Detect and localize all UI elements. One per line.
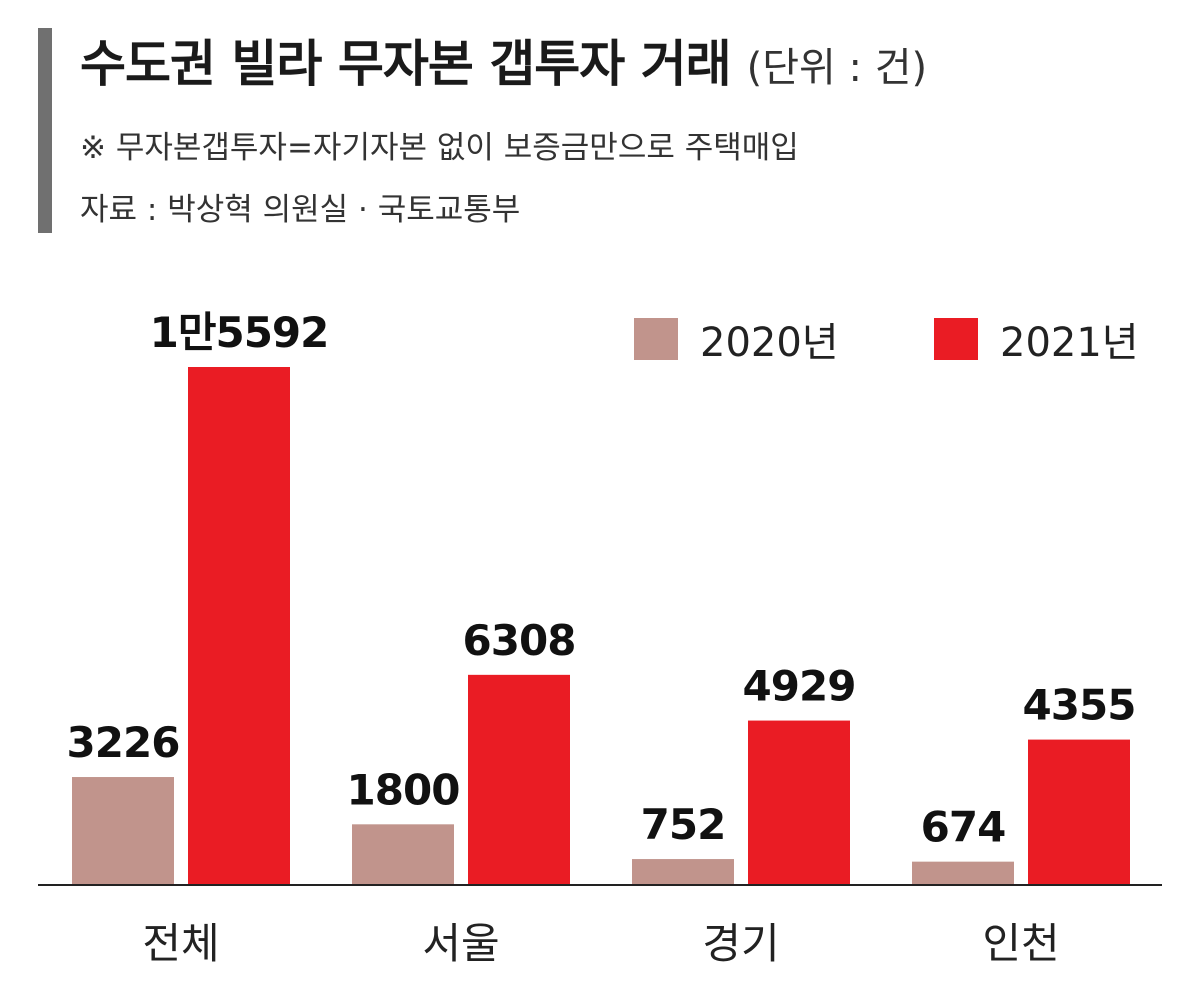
data-label: 4355: [1023, 681, 1136, 730]
data-label: 6308: [463, 616, 576, 665]
category-label: 서울: [422, 919, 499, 968]
bar-2020: [72, 777, 174, 884]
accent-bar: [38, 28, 52, 233]
bar-2021: [468, 674, 570, 884]
data-label: 752: [641, 800, 726, 849]
category-label: 인천: [982, 919, 1059, 968]
legend-label-2021: 2021년: [1000, 320, 1139, 366]
bar-2020: [352, 824, 454, 884]
legend-swatch-2020: [634, 318, 678, 360]
data-label: 1800: [347, 765, 460, 814]
legend-swatch-2021: [934, 318, 978, 360]
data-label: 674: [921, 803, 1006, 852]
category-label: 경기: [702, 919, 779, 968]
title-text: 수도권 빌라 무자본 갭투자 거래: [80, 35, 732, 93]
category-label: 전체: [142, 919, 219, 968]
bar-2020: [632, 859, 734, 884]
data-label: 3226: [67, 718, 180, 767]
unit-label: (단위 : 건): [746, 45, 928, 91]
definition-note: ※ 무자본갭투자=자기자본 없이 보증금만으로 주택매입: [80, 130, 799, 166]
data-label: 1만5592: [150, 308, 329, 357]
bar-2021: [188, 367, 290, 884]
bar-2021: [1028, 739, 1130, 884]
legend-label-2020: 2020년: [700, 320, 839, 366]
chart-title: 수도권 빌라 무자본 갭투자 거래 (단위 : 건): [80, 28, 927, 104]
source-note: 자료 : 박상혁 의원실 · 국토교통부: [80, 192, 521, 228]
bar-2020: [912, 861, 1014, 884]
bar-2021: [748, 720, 850, 884]
data-label: 4929: [743, 662, 856, 711]
